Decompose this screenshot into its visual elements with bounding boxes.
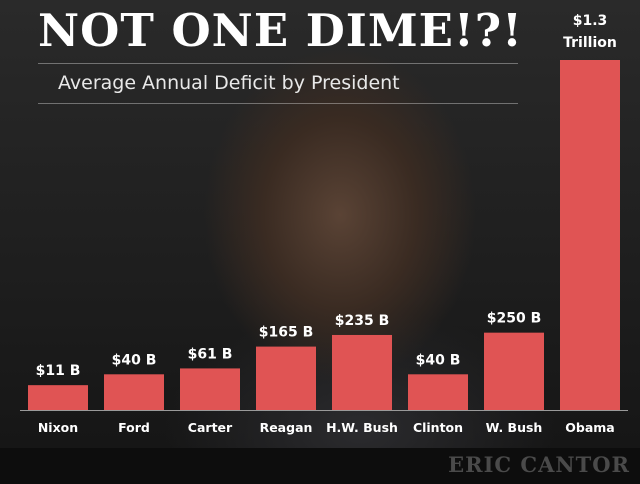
value-label: $1.3 xyxy=(573,13,608,29)
bar-obama xyxy=(560,60,620,410)
category-label: H.W. Bush xyxy=(326,420,398,435)
bar-nixon xyxy=(28,385,88,410)
category-label: Clinton xyxy=(413,420,463,435)
headline: NOT ONE DIME!?! xyxy=(38,4,523,57)
divider-bottom xyxy=(38,103,518,104)
category-label: Carter xyxy=(188,420,233,435)
divider-top xyxy=(38,63,518,64)
bar-clinton xyxy=(408,374,468,410)
footer-bar xyxy=(0,448,640,484)
category-label: Ford xyxy=(118,420,150,435)
value-label: $61 B xyxy=(188,346,233,362)
value-label: $165 B xyxy=(259,325,314,341)
category-label: Reagan xyxy=(260,420,313,435)
bar-reagan xyxy=(256,346,316,410)
category-label: Nixon xyxy=(38,420,78,435)
value-label: $11 B xyxy=(36,363,81,379)
value-label: $40 B xyxy=(416,352,461,368)
chart-title: Average Annual Deficit by President xyxy=(58,72,400,94)
value-label: Trillion xyxy=(563,35,617,51)
bar-h-w-bush xyxy=(332,334,392,410)
value-label: $40 B xyxy=(112,352,157,368)
category-label: W. Bush xyxy=(486,420,543,435)
value-label: $250 B xyxy=(487,311,542,327)
bar-ford xyxy=(104,374,164,410)
bar-chart: $11 B Nixon $40 B Ford $61 B Carter $165 B Reag… xyxy=(20,13,628,435)
value-label: $235 B xyxy=(335,313,390,329)
bar-w-bush xyxy=(484,332,544,410)
bar-carter xyxy=(180,368,240,410)
brand-logo: ERIC CANTOR xyxy=(448,452,630,477)
category-label: Obama xyxy=(565,420,614,435)
